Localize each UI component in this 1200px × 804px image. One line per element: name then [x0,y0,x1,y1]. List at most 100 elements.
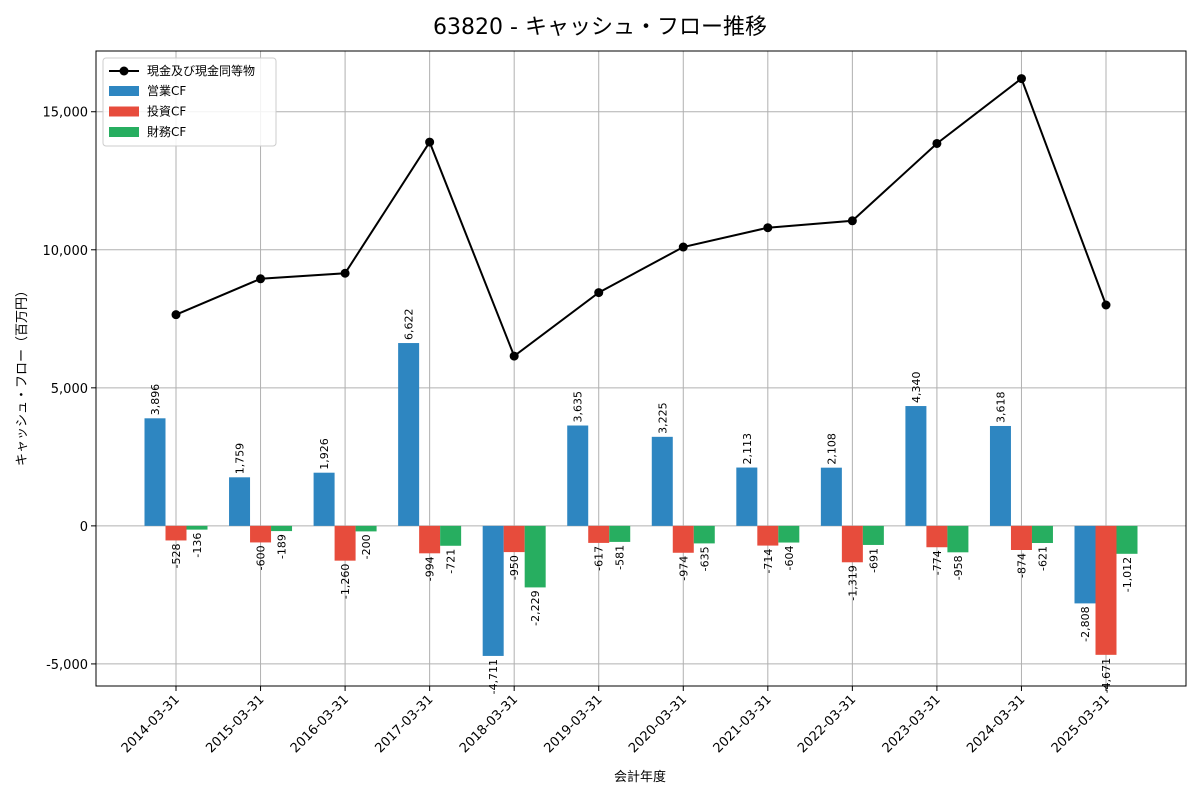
data-label-0-9: 4,340 [910,372,923,404]
data-label-2-1: -189 [276,534,289,559]
bar-0-0 [144,418,166,526]
y-axis-label: キャッシュ・フロー（百万円） [15,284,30,466]
data-labels: 3,896 1,759 1,926 6,622 -4,711 3,635 3,225 2,11… [149,309,1134,695]
bar-2-1 [271,525,293,532]
bar-1-8 [841,525,863,563]
data-label-2-8: -691 [867,548,880,573]
data-label-1-6: -974 [677,556,690,581]
grid-lines [96,51,1186,686]
data-label-1-1: -600 [255,545,268,570]
data-label-1-8: -1,319 [846,565,859,600]
data-label-1-0: -528 [170,543,183,568]
legend-label-0: 営業CF [147,84,186,98]
legend-box [102,57,277,147]
cash-point-3 [425,137,435,147]
y-tick-label-1: 0 [80,520,88,535]
x-tick-label-0: 2014-03-31 [119,692,183,756]
x-tick-label-7: 2021-03-31 [711,692,775,756]
y-tick-label-4: 15,000 [43,106,89,121]
cash-point-4 [509,351,519,361]
data-label-1-2: -1,260 [339,564,352,599]
cash-point-10 [1016,74,1026,84]
bar-2-10 [1031,525,1053,544]
legend-swatch-2 [109,127,139,137]
cash-line [175,76,1107,358]
data-label-0-0: 3,896 [149,384,162,416]
bar-0-2 [313,472,335,526]
cash-point-6 [678,242,688,252]
bar-2-5 [609,525,631,542]
bar-1-10 [1010,525,1032,550]
data-label-1-7: -714 [762,549,775,574]
data-label-2-0: -136 [191,533,204,558]
data-label-1-4: -950 [508,555,521,580]
bar-1-2 [334,525,356,561]
data-label-2-7: -604 [783,546,796,571]
bar-0-5 [567,425,589,526]
bar-1-4 [503,525,525,553]
data-label-0-1: 1,759 [234,443,247,475]
x-tick-label-2: 2016-03-31 [288,692,352,756]
bar-1-7 [757,525,779,546]
cash-point-11 [1101,300,1111,310]
legend-swatch-0 [109,86,139,96]
bar-0-3 [398,343,420,526]
data-label-1-5: -617 [593,546,606,571]
data-label-2-5: -581 [614,545,627,570]
y-tick-label-2: 5,000 [51,382,88,397]
bar-0-4 [482,525,504,656]
x-tick-label-6: 2020-03-31 [626,692,690,756]
bar-2-4 [524,525,546,588]
bars [144,343,1138,656]
cash-point-1 [256,274,266,284]
cash-point-2 [340,268,350,278]
y-tick-label-3: 10,000 [43,244,89,259]
bar-0-1 [229,477,251,526]
data-label-1-3: -994 [424,556,437,581]
bar-0-6 [651,436,673,526]
cash-point-7 [763,223,773,233]
data-label-0-4: -4,711 [487,659,500,694]
bar-1-9 [926,525,948,548]
x-tick-label-4: 2018-03-31 [457,692,521,756]
bar-1-5 [588,525,610,543]
data-label-2-3: -721 [445,549,458,574]
bar-2-2 [355,525,377,532]
data-label-1-11: -4,671 [1100,658,1113,693]
x-tick-label-5: 2019-03-31 [542,692,606,756]
bar-2-11 [1116,525,1138,554]
bar-2-0 [186,525,208,530]
bar-2-9 [947,525,969,553]
cash-point-9 [932,138,942,148]
x-axis-label: 会計年度 [614,769,666,785]
data-label-2-6: -635 [698,546,711,571]
bar-0-7 [736,467,758,526]
x-tick-label-1: 2015-03-31 [203,692,267,756]
legend-line-marker [119,66,129,76]
bar-2-6 [693,525,715,544]
data-label-0-10: 3,618 [994,391,1007,423]
x-tick-label-8: 2022-03-31 [795,692,859,756]
bar-0-8 [820,467,842,526]
data-label-0-7: 2,113 [741,433,754,465]
x-tick-label-10: 2024-03-31 [964,692,1028,756]
bar-0-9 [905,406,927,526]
bar-0-11 [1074,525,1096,604]
legend-label-1: 投資CF [147,104,186,119]
legend-label-2: 財務CF [147,124,186,139]
plot-frame [95,50,1187,687]
chart-title: 63820 - キャッシュ・フロー推移 [433,15,767,40]
data-label-0-6: 3,225 [656,402,669,434]
data-label-2-4: -2,229 [529,590,542,625]
x-tick-label-3: 2017-03-31 [372,692,436,756]
data-label-0-2: 1,926 [318,438,331,470]
legend-label-cash: 現金及び現金同等物 [147,63,255,78]
legend-swatch-1 [109,106,139,117]
cash-point-0 [171,310,181,320]
data-label-2-11: -1,012 [1121,557,1134,592]
data-label-0-8: 2,108 [825,433,838,465]
bar-1-1 [250,525,272,543]
